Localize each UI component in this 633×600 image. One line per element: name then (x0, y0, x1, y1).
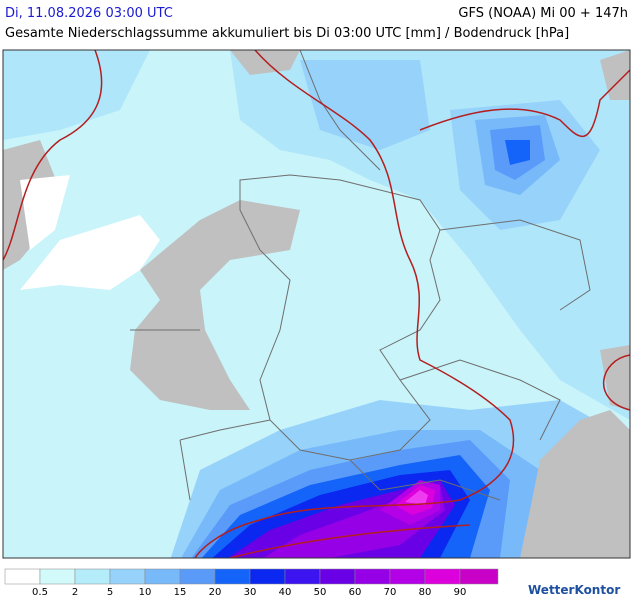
legend (4, 568, 499, 585)
legend-swatch (39, 568, 76, 585)
legend-swatch (354, 568, 391, 585)
legend-label: 50 (314, 587, 327, 598)
legend-swatch (214, 568, 251, 585)
legend-label: 60 (349, 587, 362, 598)
legend-label: 5 (107, 587, 113, 598)
legend-label: 80 (419, 587, 432, 598)
precip-field (3, 50, 630, 558)
legend-swatch (179, 568, 216, 585)
borders (130, 50, 591, 501)
legend-swatch (319, 568, 356, 585)
legend-swatch (74, 568, 111, 585)
legend-label: 70 (384, 587, 397, 598)
legend-swatch (144, 568, 181, 585)
legend-swatch (4, 568, 41, 585)
legend-label: 0.5 (32, 587, 48, 598)
legend-label: 2 (72, 587, 78, 598)
legend-swatch (389, 568, 426, 585)
legend-label: 30 (244, 587, 257, 598)
legend-label: 90 (454, 587, 467, 598)
legend-swatch (249, 568, 286, 585)
map-frame (2, 49, 631, 559)
isobars (3, 50, 630, 558)
map-subtitle: Gesamte Niederschlagssumme akkumuliert b… (5, 26, 570, 41)
legend-swatch (424, 568, 461, 585)
legend-label: 20 (209, 587, 222, 598)
brand: WetterKontor (528, 583, 620, 597)
legend-swatch (459, 568, 499, 585)
legend-swatch (109, 568, 146, 585)
legend-label: 10 (139, 587, 152, 598)
legend-label: 15 (174, 587, 187, 598)
forecast-time: Di, 11.08.2026 03:00 UTC (5, 6, 173, 21)
legend-label: 40 (279, 587, 292, 598)
legend-swatch (284, 568, 321, 585)
model-run: GFS (NOAA) Mi 00 + 147h (458, 6, 628, 21)
